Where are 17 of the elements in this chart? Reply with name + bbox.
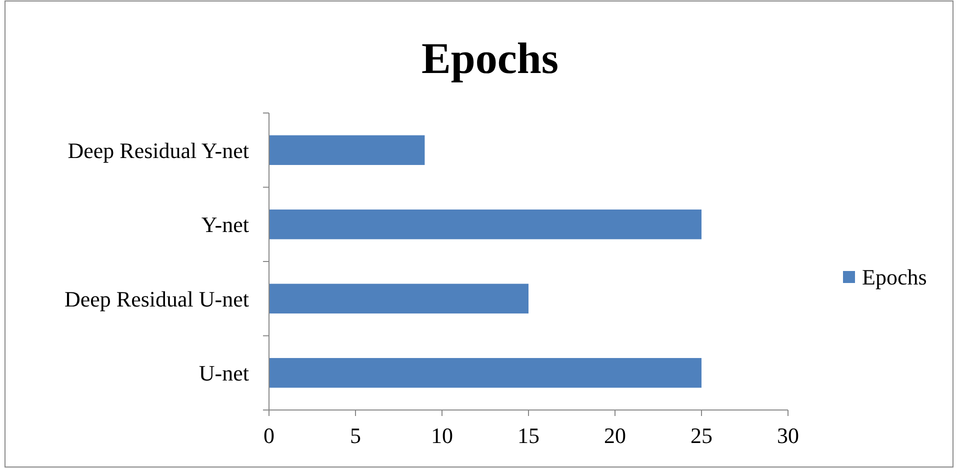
x-tick-label: 5 bbox=[350, 423, 361, 448]
y-tick-label: Deep Residual U-net bbox=[64, 286, 249, 312]
bar bbox=[269, 135, 425, 165]
y-tick-label: Y-net bbox=[201, 212, 249, 238]
x-tick-label: 15 bbox=[518, 423, 540, 448]
bar bbox=[269, 210, 702, 240]
x-tick-label: 30 bbox=[777, 423, 799, 448]
bar bbox=[269, 284, 528, 314]
x-tick-label: 25 bbox=[690, 423, 712, 448]
y-tick-label: U-net bbox=[198, 360, 249, 386]
y-tick-label: Deep Residual Y-net bbox=[68, 138, 249, 163]
legend-label: Epochs bbox=[862, 264, 927, 290]
bar bbox=[269, 358, 702, 388]
x-tick-label: 0 bbox=[264, 423, 274, 448]
x-tick-label: 10 bbox=[431, 423, 453, 448]
x-tick-label: 20 bbox=[604, 423, 626, 448]
chart-title: Epochs bbox=[422, 34, 558, 83]
